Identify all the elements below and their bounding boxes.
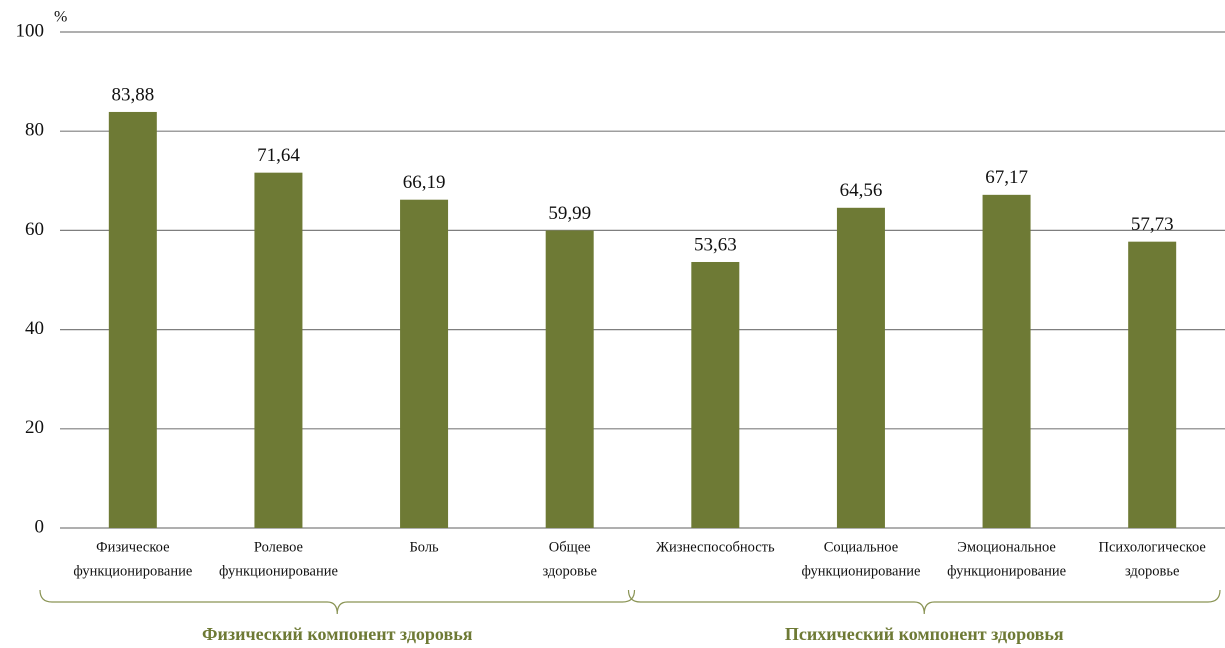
value-label: 57,73 bbox=[1131, 214, 1174, 235]
bar bbox=[1128, 241, 1177, 529]
x-tick-label: Боль bbox=[409, 539, 439, 555]
x-tick-label: функционирование bbox=[801, 563, 920, 579]
group-brace bbox=[39, 589, 636, 615]
bar bbox=[836, 207, 885, 528]
x-tick-label: Физическое bbox=[96, 539, 169, 555]
x-tick-label: здоровье bbox=[1125, 563, 1180, 579]
bar bbox=[691, 261, 740, 528]
y-tick-label: 100 bbox=[16, 20, 45, 41]
value-label: 59,99 bbox=[548, 203, 591, 224]
group-label: Психический компонент здоровья bbox=[785, 624, 1064, 644]
bar bbox=[982, 194, 1031, 529]
value-label: 64,56 bbox=[840, 180, 883, 201]
x-tick-label: Эмоциональное bbox=[957, 539, 1056, 555]
value-label: 67,17 bbox=[985, 167, 1028, 188]
group-label: Физический компонент здоровья bbox=[202, 624, 473, 644]
x-tick-label: Психологическое bbox=[1099, 539, 1206, 555]
y-tick-label: 60 bbox=[25, 219, 44, 240]
y-axis-label: % bbox=[54, 9, 67, 26]
y-tick-label: 0 bbox=[35, 516, 45, 537]
value-label: 71,64 bbox=[257, 145, 300, 166]
x-tick-label: Ролевое bbox=[254, 539, 303, 555]
x-tick-label: здоровье bbox=[542, 563, 597, 579]
group-brace bbox=[627, 589, 1221, 615]
value-label: 83,88 bbox=[111, 84, 154, 105]
x-tick-label: Социальное bbox=[824, 539, 898, 555]
x-tick-label: Жизнеспособность bbox=[656, 539, 775, 555]
x-tick-label: функционирование bbox=[947, 563, 1066, 579]
bar bbox=[108, 111, 157, 528]
y-tick-label: 80 bbox=[25, 120, 44, 141]
x-tick-label: функционирование bbox=[73, 563, 192, 579]
x-tick-label: функционирование bbox=[219, 563, 338, 579]
value-label: 53,63 bbox=[694, 234, 737, 255]
value-label: 66,19 bbox=[403, 172, 446, 193]
bar bbox=[254, 172, 303, 529]
bar bbox=[400, 199, 449, 528]
x-tick-label: Общее bbox=[549, 539, 591, 555]
y-tick-label: 40 bbox=[25, 318, 44, 339]
bar bbox=[545, 230, 594, 529]
y-tick-label: 20 bbox=[25, 417, 44, 438]
